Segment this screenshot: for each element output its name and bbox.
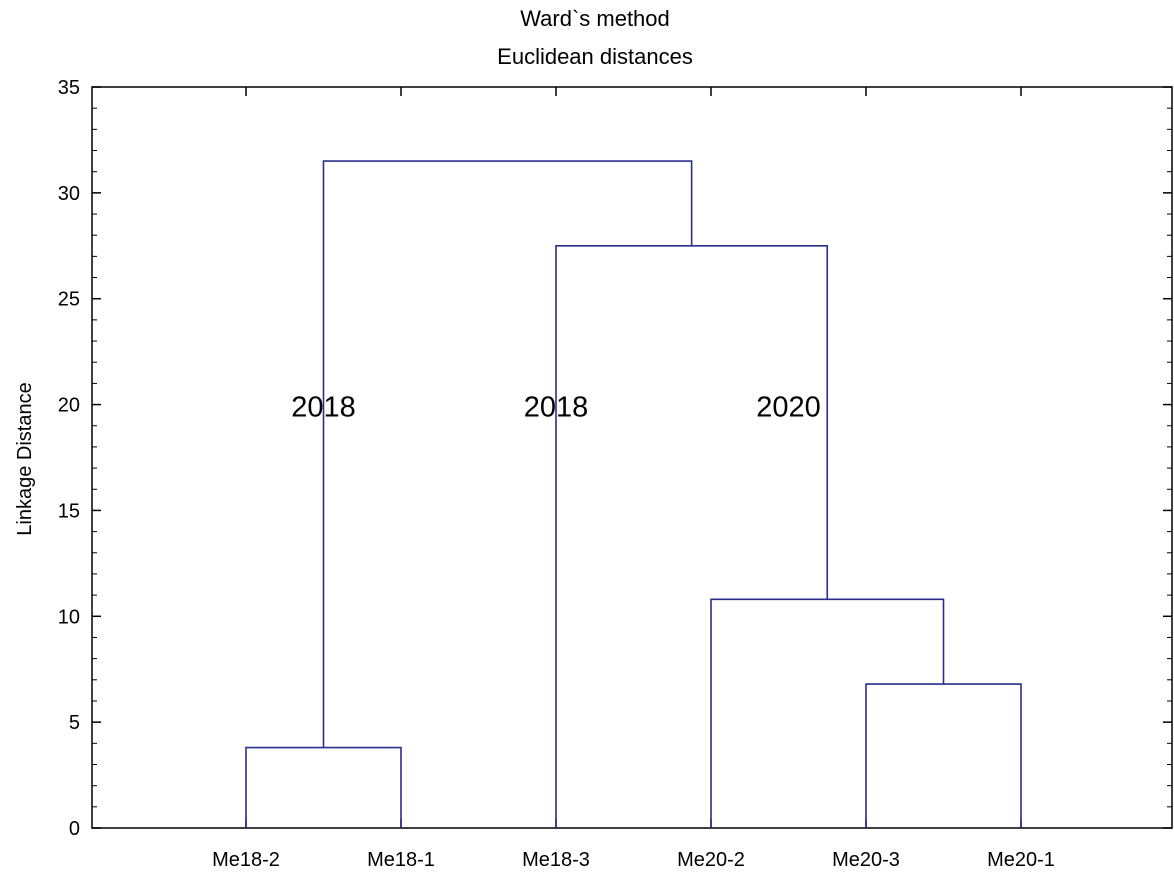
y-tick-label: 15 [58, 500, 80, 522]
leaf-label: Me20-2 [677, 849, 745, 871]
dendrogram-link [710, 598, 945, 828]
group-annotation: 2018 [291, 392, 356, 424]
plot-frame [91, 86, 1173, 829]
group-annotation: 2020 [756, 392, 821, 424]
leaf-label: Me20-3 [832, 849, 900, 871]
label-layer: 0 5 10 15 20 25 30 35 Me18-2 Me18-1 Me18-3 Me20-2 Me… [58, 77, 1055, 871]
y-tick-label: 35 [58, 77, 80, 99]
chart-subtitle: Euclidean distances [497, 44, 693, 69]
leaf-label: Me18-3 [522, 849, 590, 871]
y-tick-label: 30 [58, 183, 80, 205]
y-tick-label: 5 [69, 712, 80, 734]
tick-layer [92, 86, 1172, 829]
leaf-label: Me20-1 [987, 849, 1055, 871]
chart-title: Ward`s method [520, 6, 670, 31]
dendrogram-link [555, 244, 829, 828]
leaf-label: Me18-2 [212, 849, 280, 871]
y-tick-label: 0 [69, 818, 80, 840]
y-tick-label: 25 [58, 289, 80, 311]
dendrogram-link [322, 160, 693, 748]
dendrogram-link [865, 683, 1022, 828]
leaf-label: Me18-1 [367, 849, 435, 871]
group-annotation: 2018 [524, 392, 589, 424]
y-tick-label: 10 [58, 606, 80, 628]
y-axis-label: Linkage Distance [14, 382, 36, 535]
y-tick-label: 20 [58, 395, 80, 417]
dendrogram-link [245, 746, 402, 828]
link-layer [245, 160, 1022, 828]
